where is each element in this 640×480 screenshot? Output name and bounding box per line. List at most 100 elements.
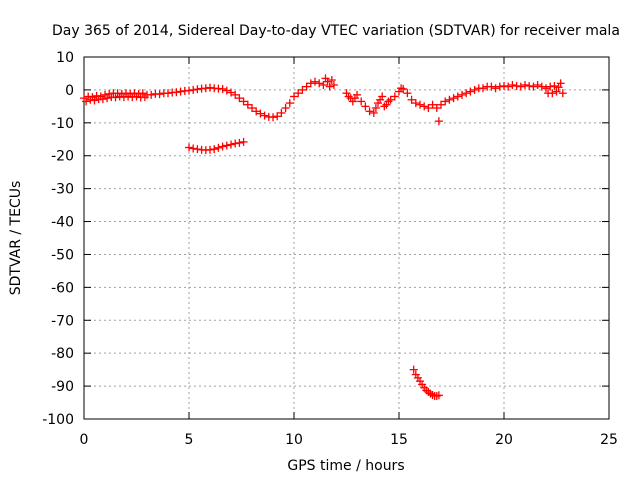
data-point xyxy=(399,84,408,93)
data-point xyxy=(329,80,338,89)
data-point xyxy=(273,112,282,121)
data-point xyxy=(193,85,202,94)
data-point xyxy=(231,90,240,99)
data-point xyxy=(533,80,542,89)
data-point xyxy=(441,97,450,106)
data-point xyxy=(512,81,521,90)
data-point xyxy=(302,82,311,91)
y-tick-label: -30 xyxy=(51,182,74,198)
data-point xyxy=(424,104,433,113)
x-tick-label: 0 xyxy=(80,432,89,448)
data-point xyxy=(311,77,319,86)
x-tick-label: 15 xyxy=(390,432,408,448)
data-point xyxy=(222,86,231,95)
grid-lines xyxy=(84,57,609,419)
data-point xyxy=(147,90,156,99)
data-point xyxy=(403,89,412,98)
data-point xyxy=(365,107,374,116)
data-point xyxy=(434,391,443,400)
data-point xyxy=(325,82,334,91)
data-point xyxy=(176,87,185,96)
data-point xyxy=(428,100,437,109)
data-point xyxy=(432,104,441,113)
data-point xyxy=(409,365,418,374)
data-point xyxy=(491,84,500,93)
data-point xyxy=(218,84,227,93)
data-point xyxy=(386,95,395,104)
data-point xyxy=(542,84,550,93)
data-point xyxy=(411,99,420,108)
chart-title: Day 365 of 2014, Sidereal Day-to-day VTE… xyxy=(52,23,620,39)
plot-frame xyxy=(83,56,610,420)
data-point xyxy=(189,144,198,153)
data-point xyxy=(103,94,112,103)
data-point xyxy=(227,88,235,97)
data-point xyxy=(243,100,252,109)
data-point xyxy=(290,92,298,101)
x-tick-label: 10 xyxy=(285,432,303,448)
y-tick-label: -50 xyxy=(51,247,74,263)
data-point xyxy=(235,94,244,103)
data-point xyxy=(487,82,496,91)
data-point xyxy=(256,109,265,118)
data-point xyxy=(462,89,471,98)
data-point xyxy=(449,94,458,103)
data-point xyxy=(298,85,307,94)
data-point xyxy=(353,90,361,99)
y-axis-title: SDTVAR / TECUs xyxy=(8,181,24,296)
data-point xyxy=(155,90,164,99)
data-point xyxy=(407,95,416,104)
data-point xyxy=(189,85,198,94)
data-point xyxy=(193,145,202,154)
data-point xyxy=(231,139,240,148)
data-point xyxy=(445,95,454,104)
data-point xyxy=(416,100,424,109)
y-tick-label: -90 xyxy=(51,379,74,395)
data-point xyxy=(453,92,462,101)
data-point xyxy=(357,97,366,106)
data-point xyxy=(277,108,286,117)
data-point xyxy=(235,138,244,147)
data-points xyxy=(80,74,567,400)
data-point xyxy=(434,117,443,126)
data-point xyxy=(90,96,99,105)
data-point xyxy=(437,100,445,109)
data-point xyxy=(222,141,231,150)
data-point xyxy=(458,90,466,99)
data-point xyxy=(556,79,565,88)
y-tick-label: -40 xyxy=(51,215,74,231)
data-point xyxy=(516,82,525,91)
y-tick-label: -70 xyxy=(51,313,74,329)
data-point xyxy=(470,85,479,94)
y-tick-label: -60 xyxy=(51,280,74,296)
data-point xyxy=(210,145,219,154)
data-point xyxy=(500,81,508,90)
data-point xyxy=(537,82,546,91)
data-point xyxy=(504,82,513,91)
data-point xyxy=(548,89,557,98)
data-point xyxy=(218,142,227,151)
data-point xyxy=(323,77,332,86)
data-point xyxy=(164,89,172,98)
data-point xyxy=(378,92,387,101)
data-point xyxy=(495,82,504,91)
data-point xyxy=(361,102,370,111)
data-point xyxy=(248,104,256,113)
data-point xyxy=(420,102,429,111)
data-point xyxy=(546,82,555,91)
data-point xyxy=(550,81,559,90)
data-point xyxy=(294,89,303,98)
y-tick-label: -20 xyxy=(51,149,74,165)
data-point xyxy=(327,76,336,85)
data-point xyxy=(185,143,193,152)
data-point xyxy=(214,143,223,152)
x-tick-label: 5 xyxy=(185,432,194,448)
data-point xyxy=(558,89,567,98)
data-point xyxy=(281,104,290,113)
x-tick-label: 25 xyxy=(600,432,618,448)
data-point xyxy=(390,92,399,101)
data-point xyxy=(206,145,214,154)
y-tick-label: -10 xyxy=(51,116,74,132)
axis-ticks: 10 0 -10 -20 -30 -40 -50 -60 -70 -80 -90 -100 0 5 10 15… xyxy=(42,50,618,448)
